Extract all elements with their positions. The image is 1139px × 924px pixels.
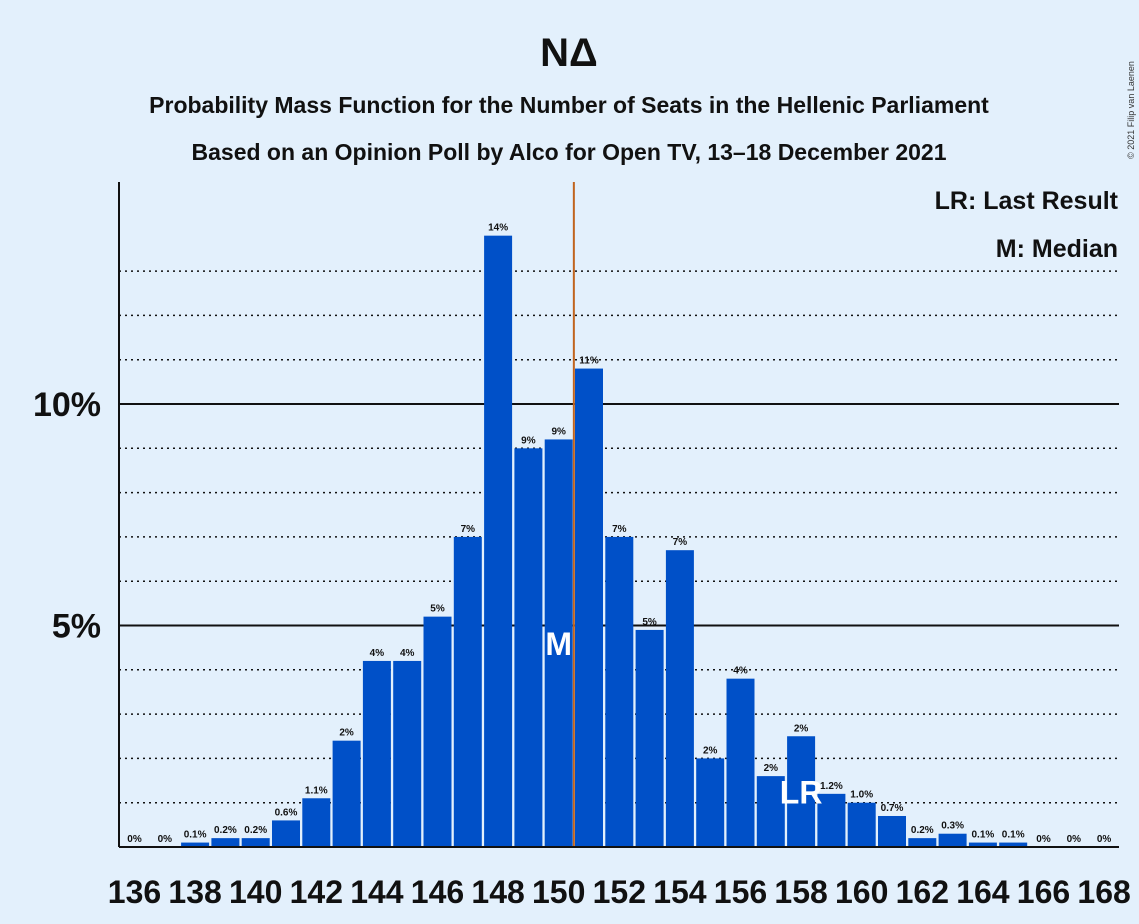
data-label-155: 2% — [703, 745, 718, 756]
bar-159 — [817, 793, 846, 847]
data-label-143: 2% — [339, 728, 354, 739]
data-label-144: 4% — [370, 648, 385, 659]
x-tick-label: 148 — [471, 874, 524, 910]
bar-154 — [665, 550, 694, 847]
bar-141 — [272, 820, 300, 847]
axes — [118, 182, 1119, 848]
x-tick-label: 166 — [1017, 874, 1070, 910]
x-tick-label: 160 — [835, 874, 888, 910]
median-marker: M — [545, 626, 572, 662]
copyright-notice: © 2021 Filip van Laenen — [1126, 61, 1136, 159]
data-label-166: 0% — [1036, 834, 1051, 845]
markers: M LR — [545, 182, 822, 847]
bar-145 — [393, 660, 422, 847]
bar-165 — [999, 842, 1028, 847]
bar-143 — [332, 740, 361, 847]
data-label-136: 0% — [127, 834, 142, 845]
bar-138 — [181, 842, 210, 847]
bar-156 — [726, 678, 755, 847]
data-label-168: 0% — [1097, 834, 1112, 845]
data-label-160: 1.0% — [850, 790, 873, 801]
data-label-163: 0.3% — [941, 821, 964, 832]
bar-140 — [241, 838, 270, 847]
data-label-151: 11% — [579, 356, 599, 367]
data-label-149: 9% — [521, 435, 536, 446]
bar-151 — [575, 368, 603, 847]
bar-163 — [938, 833, 967, 847]
data-label-150: 9% — [551, 426, 566, 437]
data-label-162: 0.2% — [911, 825, 934, 836]
data-label-164: 0.1% — [972, 830, 995, 841]
chart-subtitle-line-1: Probability Mass Function for the Number… — [149, 92, 989, 118]
bar-160 — [847, 802, 876, 847]
data-label-145: 4% — [400, 648, 415, 659]
bar-152 — [605, 536, 634, 847]
bar-146 — [423, 616, 452, 847]
bar-149 — [514, 448, 543, 847]
y-tick-labels: 5% 10% — [33, 386, 101, 646]
y-tick-label: 10% — [33, 386, 101, 424]
x-tick-label: 140 — [229, 874, 282, 910]
data-label-167: 0% — [1067, 834, 1082, 845]
data-label-148: 14% — [488, 223, 508, 234]
data-label-157: 2% — [764, 763, 779, 774]
bar-148 — [484, 235, 513, 847]
last-result-marker: LR — [780, 775, 823, 811]
bars — [181, 235, 1028, 847]
bar-144 — [362, 660, 391, 847]
data-label-158: 2% — [794, 723, 809, 734]
y-tick-label: 5% — [52, 608, 101, 646]
x-tick-label: 152 — [593, 874, 646, 910]
bar-155 — [696, 758, 725, 847]
data-label-153: 5% — [642, 617, 657, 628]
legend-median: M: Median — [996, 235, 1118, 263]
data-label-138: 0.1% — [184, 830, 207, 841]
legend-last-result: LR: Last Result — [935, 187, 1119, 215]
x-tick-label: 138 — [168, 874, 221, 910]
data-label-152: 7% — [612, 524, 627, 535]
x-tick-label: 144 — [350, 874, 404, 910]
x-tick-label: 146 — [411, 874, 464, 910]
x-tick-label: 154 — [653, 874, 707, 910]
x-tick-labels: 136 138 140 142 144 146 148 150 152 154 156 158 160 1… — [108, 874, 1131, 910]
bar-161 — [878, 815, 906, 847]
chart-title: ΝΔ — [540, 31, 598, 75]
data-label-156: 4% — [733, 666, 748, 677]
data-label-159: 1.2% — [820, 781, 843, 792]
x-tick-label: 136 — [108, 874, 161, 910]
x-tick-label: 168 — [1077, 874, 1130, 910]
bar-142 — [302, 798, 331, 847]
bar-147 — [453, 536, 482, 847]
bar-157 — [756, 776, 785, 847]
x-tick-label: 158 — [774, 874, 827, 910]
x-tick-label: 156 — [714, 874, 767, 910]
chart-subtitle-line-2: Based on an Opinion Poll by Alco for Ope… — [192, 139, 947, 165]
x-tick-label: 162 — [896, 874, 949, 910]
data-label-165: 0.1% — [1002, 830, 1025, 841]
data-label-140: 0.2% — [244, 825, 267, 836]
bar-162 — [908, 838, 937, 847]
data-label-147: 7% — [461, 524, 476, 535]
bar-150 — [544, 439, 573, 847]
x-tick-label: 164 — [956, 874, 1010, 910]
data-label-137: 0% — [158, 834, 173, 845]
bar-153 — [635, 629, 664, 847]
data-label-141: 0.6% — [275, 807, 298, 818]
data-label-139: 0.2% — [214, 825, 237, 836]
data-label-161: 0.7% — [881, 803, 904, 814]
bar-139 — [211, 838, 240, 847]
data-label-146: 5% — [430, 604, 445, 615]
data-label-154: 7% — [673, 537, 688, 548]
data-labels: 0% 0% 0.1% 0.2% 0.2% 0.6% 1.1% 2% 4% 4% 5% 7% 14% 9% 9… — [127, 223, 1111, 845]
x-tick-label: 142 — [290, 874, 343, 910]
bar-164 — [968, 842, 997, 847]
data-label-142: 1.1% — [305, 785, 328, 796]
bar-158 — [787, 736, 816, 847]
x-tick-label: 150 — [532, 874, 585, 910]
